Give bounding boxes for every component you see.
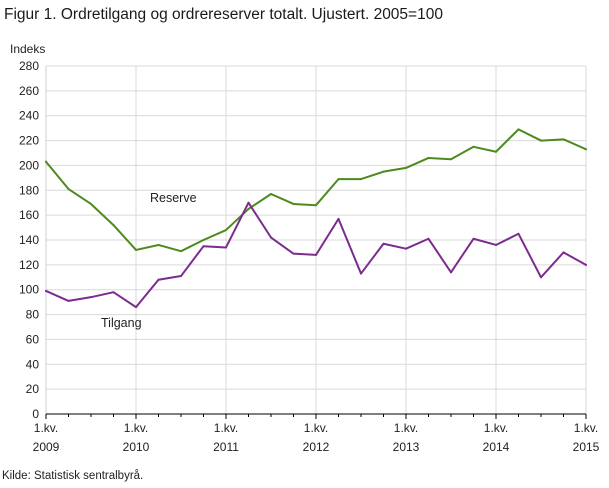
x-tick-label-quarter: 1.kv.	[484, 421, 508, 435]
y-tick-label: 80	[26, 308, 40, 322]
y-tick-label: 20	[26, 382, 40, 396]
y-tick-label: 220	[19, 134, 39, 148]
x-tick-label-year: 2011	[213, 440, 239, 454]
y-tick-label: 60	[26, 332, 40, 346]
y-tick-label: 280	[19, 59, 39, 73]
data-point-tilgang	[585, 263, 587, 266]
data-point-reserve	[517, 128, 520, 131]
x-tick-label-quarter: 1.kv.	[394, 421, 418, 435]
y-tick-label: 100	[19, 283, 39, 297]
x-tick-label-quarter: 1.kv.	[214, 421, 238, 435]
data-point-reserve	[427, 156, 430, 159]
x-tick-label-year: 2013	[393, 440, 420, 454]
data-point-tilgang	[180, 275, 182, 278]
data-point-reserve	[67, 188, 70, 191]
data-point-tilgang	[112, 291, 115, 294]
data-point-reserve	[270, 193, 272, 196]
x-tick-label-year: 2012	[303, 440, 330, 454]
data-point-tilgang	[450, 271, 452, 274]
data-point-reserve	[382, 170, 385, 173]
x-tick-label-quarter: 1.kv.	[304, 421, 328, 435]
series-label-tilgang: Tilgang	[101, 316, 142, 330]
data-point-tilgang	[270, 236, 272, 239]
x-tick-label-quarter: 1.kv.	[124, 421, 148, 435]
data-point-reserve	[90, 202, 92, 205]
x-tick-label-quarter: 1.kv.	[34, 421, 58, 435]
data-point-tilgang	[495, 243, 497, 246]
data-point-tilgang	[225, 246, 227, 249]
y-tick-label: 240	[19, 109, 39, 123]
data-point-tilgang	[202, 245, 205, 248]
x-tick-label-year: 2009	[33, 440, 60, 454]
data-point-reserve	[112, 224, 115, 227]
data-point-tilgang	[540, 276, 542, 279]
axis-layer	[45, 66, 587, 419]
data-point-tilgang	[67, 299, 70, 302]
data-point-tilgang	[472, 237, 475, 240]
data-point-reserve	[180, 250, 182, 253]
data-point-reserve	[472, 145, 475, 148]
data-point-tilgang	[157, 278, 160, 281]
series-layer	[45, 128, 587, 309]
data-point-reserve	[585, 148, 587, 151]
line-chart: 0 20 40 60 80 100 120 140 160 180 200 220 240 260 280 1…	[10, 42, 600, 454]
y-tick-label: 180	[19, 183, 39, 197]
y-tick-label: 140	[19, 233, 39, 247]
data-point-reserve	[157, 243, 160, 246]
data-point-reserve	[495, 150, 497, 153]
data-point-reserve	[450, 158, 452, 161]
x-tick-label-year: 2014	[483, 440, 510, 454]
data-point-tilgang	[405, 247, 407, 250]
data-point-reserve	[45, 160, 47, 163]
data-point-reserve	[225, 229, 227, 232]
y-tick-label: 200	[19, 158, 39, 172]
data-point-tilgang	[247, 201, 250, 204]
data-point-tilgang	[90, 296, 92, 299]
data-point-reserve	[337, 178, 340, 181]
y-tick-label: 160	[19, 208, 39, 222]
data-point-reserve	[562, 138, 565, 141]
y-tick-label: 40	[26, 357, 40, 371]
data-point-tilgang	[315, 253, 317, 256]
data-point-reserve	[405, 166, 407, 169]
data-point-tilgang	[292, 252, 295, 255]
data-point-tilgang	[382, 242, 385, 245]
data-point-tilgang	[135, 306, 137, 309]
data-point-tilgang	[562, 251, 565, 254]
data-point-reserve	[315, 204, 317, 207]
data-point-reserve	[135, 248, 137, 251]
data-point-tilgang	[427, 237, 430, 240]
data-point-reserve	[360, 178, 362, 181]
data-point-reserve	[247, 207, 250, 210]
grid-layer	[46, 65, 587, 414]
x-tick-label-quarter: 1.kv.	[574, 421, 598, 435]
x-tick-label-year: 2015	[573, 440, 600, 454]
y-tick-label: 0	[32, 407, 39, 421]
label-layer: 0 20 40 60 80 100 120 140 160 180 200 220 240 260 280 1…	[10, 42, 600, 454]
figure-title: Figur 1. Ordretilgang og ordrereserver t…	[4, 6, 443, 23]
data-point-reserve	[540, 139, 542, 142]
y-tick-label: 260	[19, 84, 39, 98]
data-point-reserve	[202, 239, 205, 241]
data-point-tilgang	[45, 289, 47, 292]
y-tick-label: 120	[19, 258, 39, 272]
series-label-reserve: Reserve	[150, 191, 197, 205]
x-tick-label-year: 2010	[123, 440, 150, 454]
data-point-tilgang	[337, 217, 340, 220]
data-point-reserve	[292, 202, 295, 205]
data-point-tilgang	[517, 232, 520, 235]
source-note: Kilde: Statistisk sentralbyrå.	[2, 470, 144, 482]
data-point-tilgang	[360, 272, 362, 275]
y-axis-label: Indeks	[10, 42, 45, 56]
